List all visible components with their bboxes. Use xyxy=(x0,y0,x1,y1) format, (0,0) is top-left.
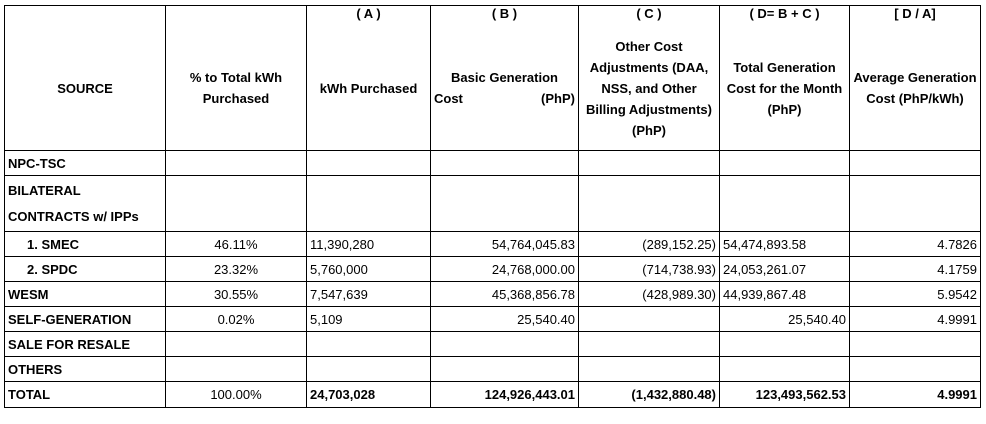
cell-kwh: 24,703,028 xyxy=(306,381,431,408)
cell-pct: 46.11% xyxy=(165,231,307,257)
header-pct: % to Total kWh Purchased xyxy=(165,26,307,151)
row-source: BILATERAL CONTRACTS w/ IPPs xyxy=(4,175,166,232)
row-source: 2. SPDC xyxy=(4,256,166,282)
table-row-spdc: 2. SPDC 23.32% 5,760,000 24,768,000.00 (… xyxy=(4,256,981,282)
row-source: OTHERS xyxy=(4,356,166,382)
header-other: Other Cost Adjustments (DAA, NSS, and Ot… xyxy=(578,26,720,151)
header-basic-line1: Basic Generation xyxy=(451,70,558,85)
bilateral-line2: CONTRACTS w/ IPPs xyxy=(8,208,139,224)
cell-basic: 25,540.40 xyxy=(430,306,579,332)
cell-avg: 4.1759 xyxy=(849,256,981,282)
header-basic-line2: Cost (PhP) xyxy=(434,88,575,109)
header-basic-left: Cost xyxy=(434,91,463,106)
cell-other: (1,432,880.48) xyxy=(578,381,720,408)
row-source: SALE FOR RESALE xyxy=(4,331,166,357)
cell-pct: 30.55% xyxy=(165,281,307,307)
bilateral-line1: BILATERAL xyxy=(8,182,81,198)
cell-avg: 5.9542 xyxy=(849,281,981,307)
cell-basic: 54,764,045.83 xyxy=(430,231,579,257)
table-row-resale: SALE FOR RESALE xyxy=(4,331,981,357)
cell-basic: 45,368,856.78 xyxy=(430,281,579,307)
row-source: SELF-GENERATION xyxy=(4,306,166,332)
table-row-wesm: WESM 30.55% 7,547,639 45,368,856.78 (428… xyxy=(4,281,981,307)
header-total-gen: Total Generation Cost for the Month (PhP… xyxy=(719,26,850,151)
row-source: WESM xyxy=(4,281,166,307)
cell-avg: 4.7826 xyxy=(849,231,981,257)
cell-avg: 4.9991 xyxy=(849,381,981,408)
header-basic: Basic Generation Cost (PhP) xyxy=(430,26,579,151)
cell-kwh: 5,109 xyxy=(306,306,431,332)
table-row-npc: NPC-TSC xyxy=(4,150,981,176)
header-letter-d: ( D= B + C ) xyxy=(719,5,850,26)
row-source: NPC-TSC xyxy=(4,150,166,176)
header-letter-da: [ D / A] xyxy=(849,5,981,26)
header-letter-b: ( B ) xyxy=(430,5,579,26)
header-row: SOURCE % to Total kWh Purchased kWh Purc… xyxy=(4,26,981,151)
generation-cost-table: ( A ) ( B ) ( C ) ( D= B + C ) [ D / A] … xyxy=(4,5,981,408)
cell-total: 24,053,261.07 xyxy=(719,256,850,282)
header-avg: Average Generation Cost (PhP/kWh) xyxy=(849,26,981,151)
row-source: TOTAL xyxy=(4,381,166,408)
cell-total: 25,540.40 xyxy=(719,306,850,332)
cell-pct: 23.32% xyxy=(165,256,307,282)
table-row-total: TOTAL 100.00% 24,703,028 124,926,443.01 … xyxy=(4,381,981,408)
row-source: 1. SMEC xyxy=(4,231,166,257)
table-row-bilateral: BILATERAL CONTRACTS w/ IPPs xyxy=(4,175,981,232)
cell-avg: 4.9991 xyxy=(849,306,981,332)
header-kwh: kWh Purchased xyxy=(306,26,431,151)
cell-pct: 0.02% xyxy=(165,306,307,332)
cell-other: (714,738.93) xyxy=(578,256,720,282)
header-letter-pct xyxy=(165,5,307,26)
cell-other: (428,989.30) xyxy=(578,281,720,307)
cell-kwh: 7,547,639 xyxy=(306,281,431,307)
cell-kwh: 11,390,280 xyxy=(306,231,431,257)
table-row-others: OTHERS xyxy=(4,356,981,382)
header-basic-right: (PhP) xyxy=(541,91,575,106)
table-row-smec: 1. SMEC 46.11% 11,390,280 54,764,045.83 … xyxy=(4,231,981,257)
cell-other xyxy=(578,306,720,332)
cell-basic: 24,768,000.00 xyxy=(430,256,579,282)
cell-pct: 100.00% xyxy=(165,381,307,408)
cell-total: 123,493,562.53 xyxy=(719,381,850,408)
cell-kwh: 5,760,000 xyxy=(306,256,431,282)
header-letter-c: ( C ) xyxy=(578,5,720,26)
table-row-selfgen: SELF-GENERATION 0.02% 5,109 25,540.40 25… xyxy=(4,306,981,332)
header-source: SOURCE xyxy=(4,26,166,151)
cell-total: 54,474,893.58 xyxy=(719,231,850,257)
header-letter-source xyxy=(4,5,166,26)
header-letter-row: ( A ) ( B ) ( C ) ( D= B + C ) [ D / A] xyxy=(4,5,981,26)
cell-other: (289,152.25) xyxy=(578,231,720,257)
cell-basic: 124,926,443.01 xyxy=(430,381,579,408)
cell-total: 44,939,867.48 xyxy=(719,281,850,307)
header-letter-a: ( A ) xyxy=(306,5,431,26)
